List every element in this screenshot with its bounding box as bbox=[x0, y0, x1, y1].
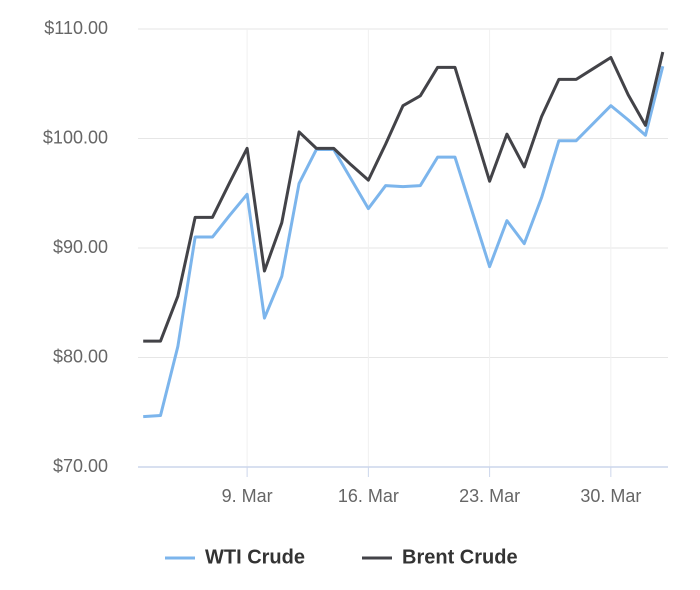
x-tick-label: 9. Mar bbox=[222, 486, 273, 506]
x-tick-label: 16. Mar bbox=[338, 486, 399, 506]
series-line bbox=[143, 51, 665, 343]
y-tick-label: $110.00 bbox=[44, 18, 108, 38]
y-tick-label: $90.00 bbox=[53, 237, 108, 257]
x-tick-label: 30. Mar bbox=[580, 486, 641, 506]
x-tick-label: 23. Mar bbox=[459, 486, 520, 506]
legend-label: Brent Crude bbox=[402, 546, 518, 568]
y-tick-label: $70.00 bbox=[53, 456, 108, 476]
legend-label: WTI Crude bbox=[205, 546, 305, 568]
series-line bbox=[143, 65, 665, 419]
y-tick-label: $100.00 bbox=[43, 127, 108, 147]
y-tick-label: $80.00 bbox=[53, 346, 108, 366]
